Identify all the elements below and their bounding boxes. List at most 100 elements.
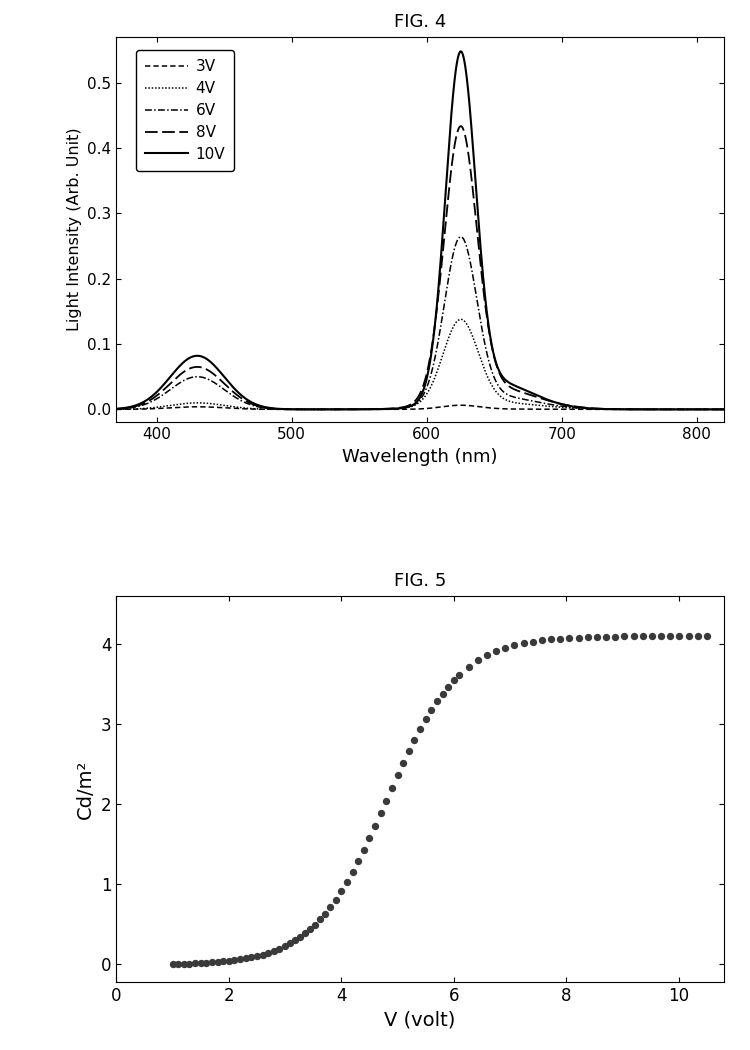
Point <box>692 628 703 645</box>
10V <box>181 354 190 366</box>
Point <box>309 917 321 933</box>
6V <box>719 403 728 416</box>
Point <box>262 944 274 961</box>
Point <box>189 954 201 971</box>
Point <box>392 766 404 783</box>
Point <box>591 629 603 646</box>
6V <box>112 403 121 416</box>
Point <box>314 911 326 928</box>
10V <box>456 45 465 58</box>
Point <box>228 951 240 968</box>
Point <box>509 637 520 654</box>
Point <box>211 953 223 970</box>
Point <box>245 949 257 966</box>
Point <box>256 946 268 963</box>
Point <box>664 628 676 645</box>
Point <box>324 899 336 916</box>
8V <box>719 403 728 416</box>
Point <box>358 841 370 858</box>
3V <box>217 401 226 414</box>
Point <box>380 792 392 809</box>
Point <box>442 678 454 695</box>
Point <box>582 629 594 646</box>
Line: 6V: 6V <box>116 236 724 410</box>
Point <box>346 863 358 880</box>
Point <box>655 628 667 645</box>
4V <box>112 403 121 416</box>
Point <box>335 883 347 900</box>
Point <box>289 932 301 949</box>
10V <box>707 403 716 416</box>
Point <box>500 639 512 656</box>
3V <box>345 403 354 416</box>
4V <box>217 399 226 412</box>
4V <box>707 403 716 416</box>
4V <box>642 403 651 416</box>
Point <box>453 667 465 684</box>
Point <box>526 633 538 650</box>
Point <box>217 953 229 970</box>
10V <box>217 368 226 380</box>
10V <box>642 403 651 416</box>
X-axis label: Wavelength (nm): Wavelength (nm) <box>342 448 498 466</box>
Point <box>646 628 658 645</box>
6V <box>181 374 190 386</box>
Point <box>200 954 212 971</box>
Point <box>674 628 686 645</box>
4V <box>345 403 354 416</box>
Y-axis label: Cd/m²: Cd/m² <box>76 759 95 819</box>
Point <box>408 732 420 749</box>
Point <box>273 940 285 957</box>
6V <box>707 403 716 416</box>
3V <box>642 403 651 416</box>
10V <box>345 403 354 416</box>
Point <box>374 805 387 822</box>
8V <box>707 403 716 416</box>
Point <box>369 818 381 835</box>
Point <box>414 720 426 737</box>
Point <box>223 952 235 969</box>
Point <box>166 956 178 972</box>
Point <box>340 874 352 890</box>
Point <box>490 643 502 659</box>
Point <box>536 632 548 649</box>
Point <box>682 628 694 645</box>
8V <box>112 402 121 415</box>
Point <box>448 672 460 689</box>
Point <box>545 631 557 648</box>
Title: FIG. 4: FIG. 4 <box>394 13 446 32</box>
Point <box>700 628 712 645</box>
Point <box>430 693 442 710</box>
Point <box>554 630 566 647</box>
Point <box>183 956 195 972</box>
Point <box>319 905 331 922</box>
Point <box>279 938 291 954</box>
Point <box>609 628 621 645</box>
Point <box>618 628 630 645</box>
Point <box>240 950 252 967</box>
8V <box>371 403 380 416</box>
Title: FIG. 5: FIG. 5 <box>394 572 446 590</box>
Point <box>463 658 475 675</box>
8V <box>217 375 226 387</box>
3V <box>371 403 380 416</box>
10V <box>719 403 728 416</box>
Line: 3V: 3V <box>116 405 724 410</box>
Point <box>330 891 342 908</box>
4V <box>371 403 380 416</box>
Point <box>172 956 184 972</box>
Point <box>363 830 375 846</box>
Point <box>206 954 218 971</box>
4V <box>719 403 728 416</box>
Point <box>403 742 415 759</box>
6V <box>456 230 465 243</box>
Y-axis label: Light Intensity (Arb. Unit): Light Intensity (Arb. Unit) <box>67 128 82 332</box>
4V <box>456 313 465 326</box>
Point <box>195 954 207 971</box>
X-axis label: V (volt): V (volt) <box>384 1010 456 1029</box>
3V <box>181 401 190 414</box>
Point <box>294 928 306 945</box>
Legend: 3V, 4V, 6V, 8V, 10V: 3V, 4V, 6V, 8V, 10V <box>136 50 235 171</box>
Point <box>563 630 575 647</box>
Line: 10V: 10V <box>116 51 724 410</box>
